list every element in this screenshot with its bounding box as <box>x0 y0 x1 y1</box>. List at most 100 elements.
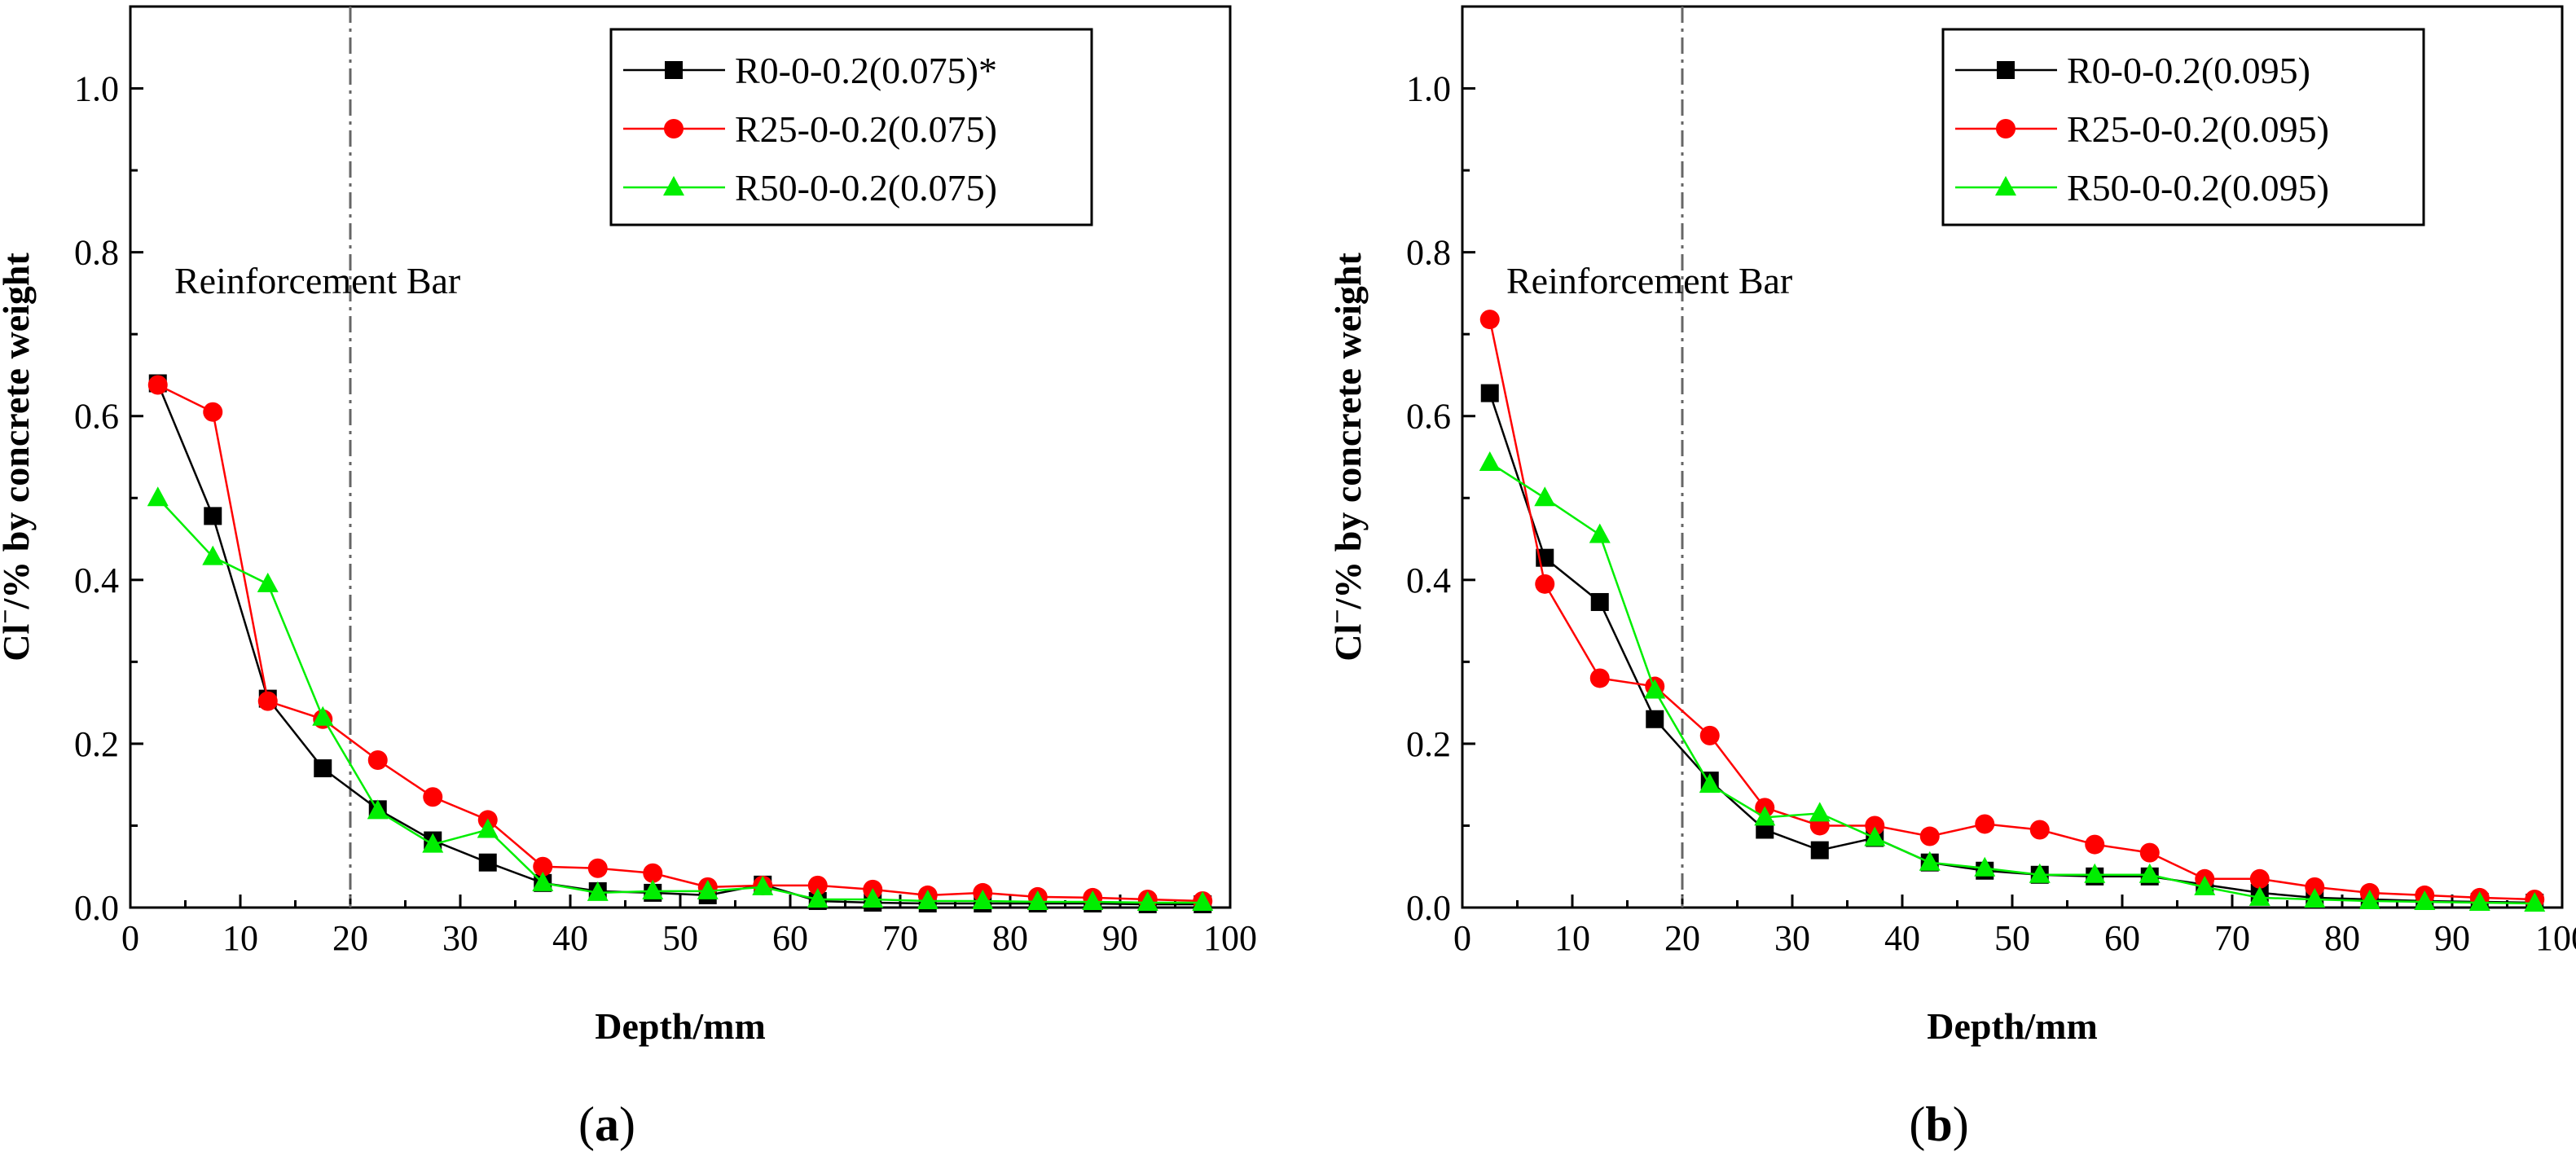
y-axis-title-prefix: Cl <box>0 624 37 662</box>
data-point <box>2029 863 2051 883</box>
data-point <box>1810 841 1829 859</box>
x-tick-label: 40 <box>552 918 588 958</box>
y-tick-label: 0.6 <box>1406 397 1451 437</box>
y-tick-label: 0.6 <box>74 397 119 437</box>
y-axis-title: Cl−/% by concrete weight <box>0 253 37 662</box>
data-point <box>807 875 828 895</box>
data-point <box>752 875 774 895</box>
data-point <box>1535 574 1555 594</box>
chart-panel-a: 0 10 20 30 40 50 60 70 80 90 100 0.0 0.2 0.4 0.6 0.8 1.0… <box>0 5 1257 1151</box>
y-tick-label: 0.0 <box>74 888 119 928</box>
data-point <box>1589 523 1611 543</box>
x-tick-label: 20 <box>332 918 368 958</box>
y-tick-label: 0.8 <box>1406 233 1451 273</box>
series-line <box>1489 461 2535 905</box>
x-tick-label: 100 <box>1203 918 1257 958</box>
data-point <box>1646 710 1664 728</box>
data-point <box>587 858 608 878</box>
data-point <box>1975 814 1995 834</box>
data-point <box>533 856 553 877</box>
data-point <box>1754 806 1776 826</box>
x-tick-label: 50 <box>662 918 698 958</box>
data-point <box>2358 889 2380 909</box>
data-point <box>2194 875 2216 895</box>
data-point <box>2305 877 2325 897</box>
data-point <box>147 486 169 507</box>
series-line <box>156 497 1203 904</box>
y-tick-label: 0.0 <box>1406 888 1451 928</box>
legend-label: R25-0-0.2(0.075) <box>735 108 997 150</box>
data-point <box>2139 863 2161 883</box>
panel-label-open: ( <box>578 1097 595 1151</box>
reinforcement-bar-label: Reinforcement Bar <box>1506 260 1792 301</box>
data-point <box>1480 384 1499 402</box>
data-point <box>2084 863 2106 883</box>
reinforcement-bar-label: Reinforcement Bar <box>174 260 460 301</box>
legend-marker <box>1997 61 2015 79</box>
data-point <box>807 887 829 908</box>
series-markers <box>147 375 1213 911</box>
data-point <box>204 507 222 525</box>
legend-marker <box>665 61 683 79</box>
data-point <box>587 881 609 901</box>
data-point <box>2085 834 2105 855</box>
legend: R0-0-0.2(0.095) R25-0-0.2(0.095) R50-0-0.2… <box>1941 28 2425 226</box>
x-tick-label: 10 <box>1554 918 1590 958</box>
data-point <box>1809 802 1831 822</box>
data-point <box>2304 887 2326 908</box>
y-tick-label: 1.0 <box>1406 69 1451 109</box>
series-markers <box>1479 451 2546 912</box>
x-tick-label: 0 <box>1453 918 1471 958</box>
legend-box <box>1941 28 2425 226</box>
x-tick-label: 60 <box>772 918 808 958</box>
x-tick-label: 20 <box>1664 918 1700 958</box>
series-line <box>1488 393 2535 904</box>
y-axis-title: Cl−/% by concrete weight <box>1322 253 1369 662</box>
y-axis-title-superscript: − <box>0 609 20 624</box>
data-point <box>367 799 389 820</box>
x-tick-label: 80 <box>2324 918 2360 958</box>
data-point <box>147 375 168 395</box>
data-point <box>697 879 719 899</box>
y-tick-label: 0.2 <box>74 724 119 764</box>
data-point <box>1644 679 1666 699</box>
data-point <box>423 787 443 807</box>
x-axis-title: Depth/mm <box>1927 1005 2098 1047</box>
x-tick-label: 30 <box>442 918 478 958</box>
data-point <box>1192 890 1214 911</box>
series-markers <box>148 374 1212 913</box>
data-point <box>314 759 332 778</box>
series-markers <box>147 486 1214 911</box>
legend-marker <box>663 176 684 196</box>
y-tick-label: 0.4 <box>74 561 119 600</box>
data-point <box>1864 826 1886 846</box>
y-tick-label: 0.4 <box>1406 561 1451 600</box>
y-axis-title-superscript: − <box>1322 609 1352 624</box>
x-tick-label: 100 <box>2535 918 2576 958</box>
data-point <box>642 879 664 899</box>
panel-label: (a) <box>578 1097 635 1151</box>
data-point <box>202 545 224 565</box>
legend-label: R50-0-0.2(0.095) <box>2067 167 2329 209</box>
data-point <box>2249 868 2270 889</box>
panel-label: (b) <box>1909 1097 1968 1151</box>
legend-label: R25-0-0.2(0.095) <box>2067 108 2329 150</box>
x-tick-label: 10 <box>222 918 258 958</box>
series-line <box>1488 319 2535 901</box>
x-tick-label: 60 <box>2104 918 2140 958</box>
legend-marker <box>1995 176 2016 196</box>
data-point <box>532 871 554 891</box>
data-point <box>1919 826 1940 846</box>
y-axis-title-rest: /% by concrete weight <box>1327 253 1369 610</box>
x-tick-label: 90 <box>1102 918 1138 958</box>
series-line <box>156 383 1203 906</box>
legend-box <box>609 28 1093 226</box>
data-point <box>1974 856 1996 877</box>
legend-label: R0-0-0.2(0.075)* <box>735 50 997 91</box>
data-point <box>2249 886 2270 906</box>
data-point <box>2524 891 2546 912</box>
series-markers <box>1479 310 2545 909</box>
legend-marker <box>664 119 684 138</box>
data-point <box>1082 890 1104 910</box>
